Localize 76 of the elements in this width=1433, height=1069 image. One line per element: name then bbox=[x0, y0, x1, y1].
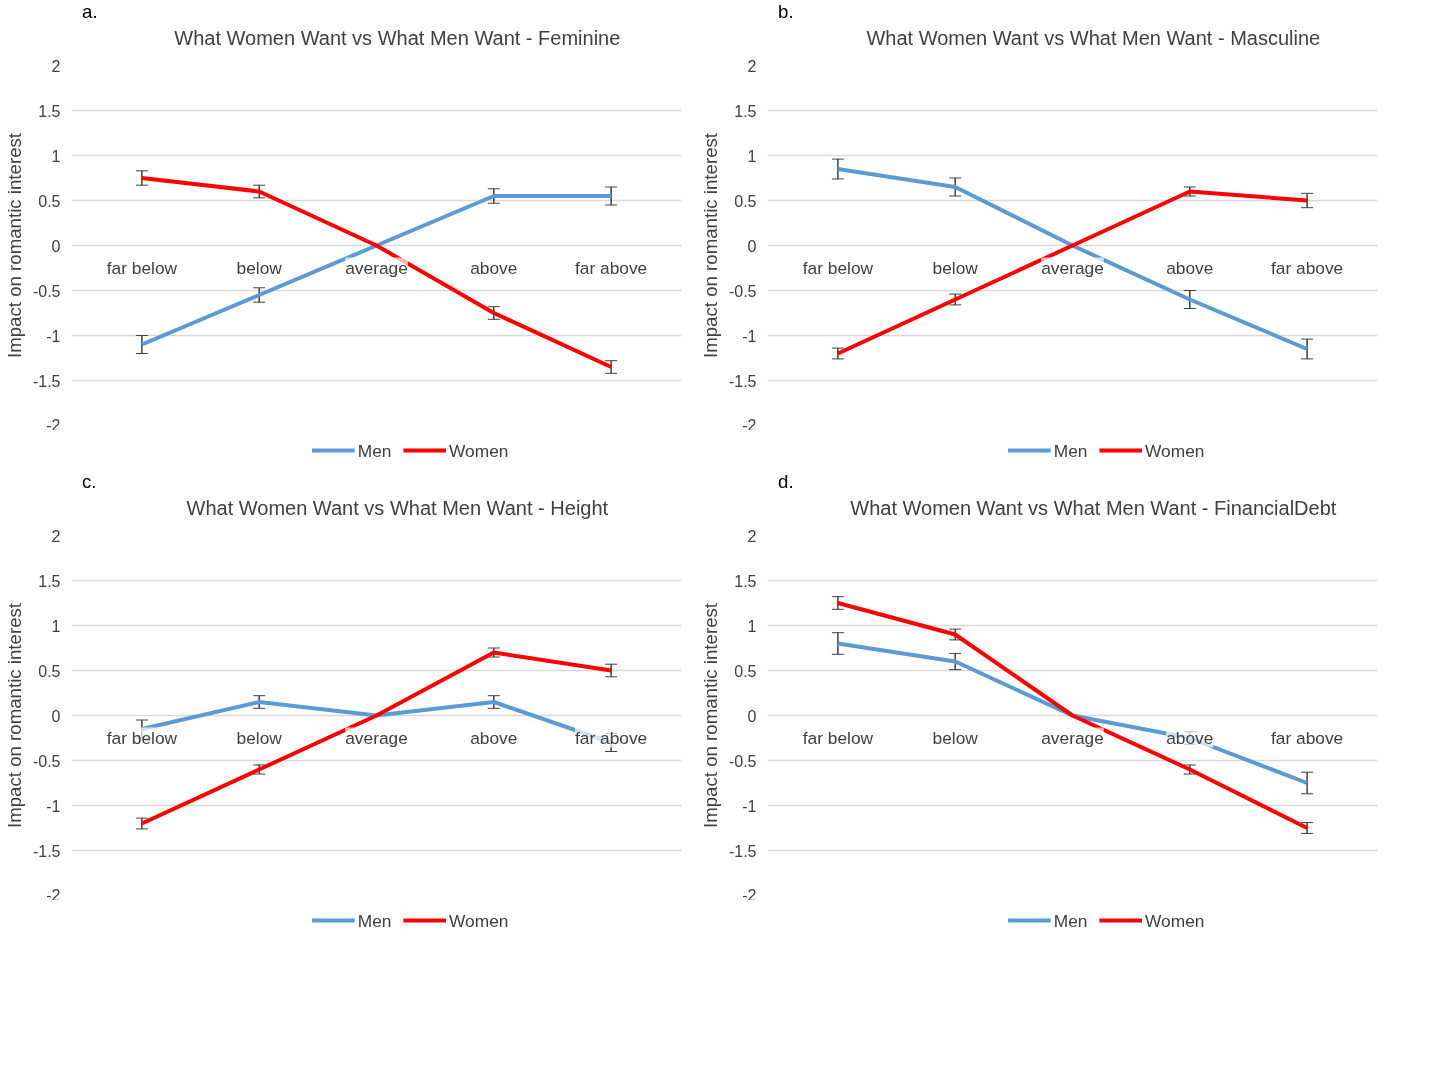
y-tick-label: -2 bbox=[46, 886, 61, 904]
y-axis-title: Impact on romantic interest bbox=[699, 602, 721, 828]
legend-label: Women bbox=[449, 440, 509, 461]
legend-label: Men bbox=[1053, 440, 1088, 461]
y-tick-label: -1.5 bbox=[728, 372, 757, 390]
y-tick-label: -0.5 bbox=[728, 282, 757, 300]
y-tick-label: 2 bbox=[747, 527, 757, 545]
y-tick-label: 0.5 bbox=[38, 662, 61, 680]
x-tick-label: above bbox=[1166, 727, 1214, 748]
y-axis-title: Impact on romantic interest bbox=[699, 132, 721, 358]
legend-label: Men bbox=[357, 440, 392, 461]
y-tick-label: -1 bbox=[46, 327, 61, 345]
y-tick-label: 2 bbox=[747, 57, 757, 75]
chart-title: What Women Want vs What Men Want - Masculine bbox=[866, 26, 1321, 49]
y-tick-label: 2 bbox=[51, 57, 61, 75]
y-tick-label: -0.5 bbox=[728, 752, 757, 770]
y-tick-label: 1.5 bbox=[38, 572, 61, 590]
y-tick-label: 1 bbox=[747, 617, 757, 635]
legend-label: Women bbox=[449, 910, 509, 931]
y-tick-label: -0.5 bbox=[32, 282, 61, 300]
y-tick-label: -1.5 bbox=[32, 842, 61, 860]
y-tick-label: 0.5 bbox=[734, 662, 757, 680]
y-axis-title: Impact on romantic interest bbox=[3, 132, 25, 358]
y-tick-label: -1 bbox=[742, 797, 757, 815]
x-tick-label: far below bbox=[802, 727, 874, 748]
y-tick-label: 1 bbox=[51, 617, 61, 635]
y-tick-label: 1 bbox=[747, 147, 757, 165]
x-tick-label: far above bbox=[1270, 727, 1344, 748]
x-tick-label: average bbox=[345, 727, 408, 748]
x-tick-label: far below bbox=[802, 257, 874, 278]
y-tick-label: 1.5 bbox=[734, 102, 757, 120]
y-axis-title: Impact on romantic interest bbox=[3, 602, 25, 828]
legend-label: Women bbox=[1145, 910, 1205, 931]
x-tick-label: average bbox=[1041, 727, 1104, 748]
y-tick-label: 2 bbox=[51, 527, 61, 545]
x-tick-label: above bbox=[1166, 257, 1214, 278]
y-tick-label: 1.5 bbox=[38, 102, 61, 120]
x-tick-label: below bbox=[932, 257, 979, 278]
y-tick-label: 0 bbox=[747, 237, 757, 255]
chart-title: What Women Want vs What Men Want - FinancialDebt bbox=[850, 496, 1337, 519]
x-tick-label: above bbox=[470, 257, 518, 278]
y-tick-label: 1 bbox=[51, 147, 61, 165]
x-tick-label: below bbox=[236, 257, 283, 278]
text: b. bbox=[778, 1, 794, 22]
text: d. bbox=[778, 471, 794, 492]
x-tick-label: far above bbox=[1270, 257, 1344, 278]
y-tick-label: -2 bbox=[742, 416, 757, 434]
text: a. bbox=[82, 1, 98, 22]
y-tick-label: -0.5 bbox=[32, 752, 61, 770]
x-tick-label: average bbox=[1041, 257, 1104, 278]
chart-title: What Women Want vs What Men Want - Feminine bbox=[174, 26, 621, 49]
legend-label: Men bbox=[1053, 910, 1088, 931]
y-tick-label: -2 bbox=[46, 416, 61, 434]
x-tick-label: above bbox=[470, 727, 518, 748]
x-tick-label: far above bbox=[574, 257, 648, 278]
x-tick-label: far below bbox=[106, 257, 178, 278]
legend-label: Men bbox=[357, 910, 392, 931]
chart-title: What Women Want vs What Men Want - Height bbox=[186, 496, 609, 519]
y-tick-label: 1.5 bbox=[734, 572, 757, 590]
y-tick-label: -1.5 bbox=[32, 372, 61, 390]
y-tick-label: 0 bbox=[51, 707, 61, 725]
y-tick-label: 0 bbox=[51, 237, 61, 255]
y-tick-label: 0 bbox=[747, 707, 757, 725]
x-tick-label: far below bbox=[106, 727, 178, 748]
y-tick-label: -1 bbox=[46, 797, 61, 815]
y-tick-label: -2 bbox=[742, 886, 757, 904]
x-tick-label: far above bbox=[574, 727, 648, 748]
x-tick-label: below bbox=[932, 727, 979, 748]
legend-label: Women bbox=[1145, 440, 1205, 461]
y-tick-label: -1.5 bbox=[728, 842, 757, 860]
y-tick-label: 0.5 bbox=[38, 192, 61, 210]
x-tick-label: average bbox=[345, 257, 408, 278]
x-tick-label: below bbox=[236, 727, 283, 748]
text: c. bbox=[82, 471, 97, 492]
y-tick-label: -1 bbox=[742, 327, 757, 345]
y-tick-label: 0.5 bbox=[734, 192, 757, 210]
